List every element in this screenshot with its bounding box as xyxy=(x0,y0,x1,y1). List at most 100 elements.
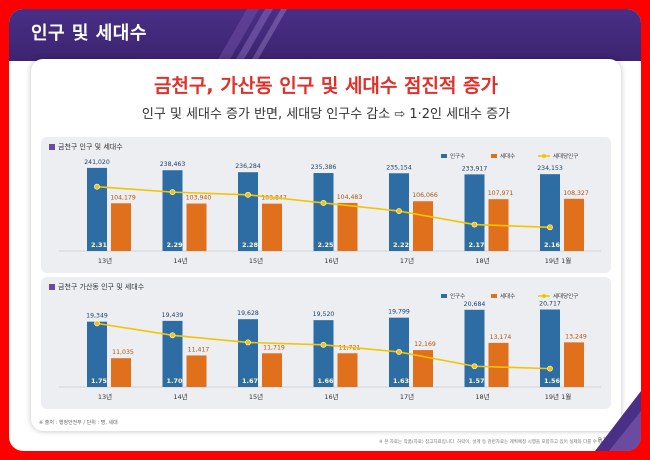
data-label-population: 19,520 xyxy=(313,311,335,318)
x-tick-label: 14년 xyxy=(173,392,187,401)
x-tick-label: 18년 xyxy=(475,392,489,401)
legend-label: 인구수 xyxy=(450,153,465,160)
legend-swatch-marker xyxy=(542,154,546,158)
data-label-population: 233,917 xyxy=(462,165,488,172)
legend-swatch-households xyxy=(491,294,497,298)
data-label-per-household: 2.17 xyxy=(468,241,484,249)
corner-decoration xyxy=(595,391,641,451)
data-label-per-household: 1.70 xyxy=(166,377,183,385)
bar-households xyxy=(186,355,207,387)
data-label-population: 235,154 xyxy=(386,164,412,171)
legend-swatch-population xyxy=(441,154,447,158)
chart-geumcheon: 인구수 세대수 세대당인구 241,020 104,179 13년 238,463 103,9… xyxy=(59,152,601,265)
bar-population xyxy=(162,320,183,387)
marker-per-household xyxy=(320,341,327,348)
data-label-population: 19,628 xyxy=(237,310,259,317)
data-label-households: 108,327 xyxy=(563,190,589,197)
x-tick-label: 14년 xyxy=(173,256,187,265)
bar-households xyxy=(111,203,131,251)
x-tick-label: 15년 xyxy=(249,392,263,401)
marker-per-household xyxy=(94,183,100,190)
data-label-households: 11,719 xyxy=(263,344,285,351)
bar-households xyxy=(413,201,433,251)
header-band: 인구 및 세대수 xyxy=(9,9,641,61)
data-label-population: 19,349 xyxy=(86,313,108,320)
bar-households xyxy=(337,353,358,387)
legend-label: 인구수 xyxy=(450,293,465,300)
data-label-households: 13,249 xyxy=(565,333,587,340)
bar-population xyxy=(540,174,560,251)
x-tick-label: 13년 xyxy=(98,256,112,265)
bar-population xyxy=(540,309,560,387)
bar-population xyxy=(162,170,183,251)
marker-per-household xyxy=(547,224,553,231)
bar-households xyxy=(262,203,282,251)
x-tick-label: 18년 xyxy=(475,256,489,265)
bar-households xyxy=(262,353,282,387)
data-label-population: 19,799 xyxy=(388,309,410,316)
data-label-households: 13,174 xyxy=(490,334,512,341)
marker-per-household xyxy=(320,200,327,206)
data-label-population: 20,684 xyxy=(464,301,486,308)
legend-label: 세대수 xyxy=(500,152,515,160)
data-label-per-household: 2.25 xyxy=(317,241,334,249)
bar-households xyxy=(488,342,509,387)
data-label-population: 234,153 xyxy=(537,165,563,172)
chart-title: 금천구 인구 및 세대수 xyxy=(58,143,123,151)
data-label-households: 104,483 xyxy=(337,194,363,201)
x-tick-label: 19년 1월 xyxy=(545,256,571,265)
data-label-households: 104,179 xyxy=(110,194,136,201)
data-label-households: 107,971 xyxy=(488,190,514,197)
legend-swatch-marker xyxy=(542,294,546,298)
headline: 금천구, 가산동 인구 및 세대수 점진적 증가 xyxy=(153,75,499,97)
data-label-households: 12,169 xyxy=(414,341,436,348)
marker-per-household xyxy=(396,208,402,214)
legend-swatch-population xyxy=(441,294,447,298)
data-label-population: 238,463 xyxy=(160,161,186,168)
title-marker-icon xyxy=(49,284,55,290)
bar-population xyxy=(313,173,334,251)
data-label-population: 235,386 xyxy=(311,164,337,171)
footer-note: ※ 본 자료는 작품(자료) 참고자료입니다. 하락이, 설계 등 관련자료는 … xyxy=(379,440,617,445)
data-label-per-household: 2.22 xyxy=(393,241,409,249)
bar-population xyxy=(464,174,485,251)
data-label-per-household: 2.28 xyxy=(242,241,259,249)
marker-per-household xyxy=(94,320,100,327)
subheadline: 인구 및 세대수 증가 반면, 세대당 인구수 감소 ⇨ 1·2인 세대수 증가 xyxy=(141,107,511,122)
bar-population xyxy=(87,321,107,387)
x-tick-label: 13년 xyxy=(98,392,112,401)
marker-per-household xyxy=(471,221,478,228)
header-stripe-decoration xyxy=(217,9,287,61)
data-label-households: 106,066 xyxy=(412,192,438,199)
x-tick-label: 17년 xyxy=(400,392,414,401)
x-tick-label: 15년 xyxy=(249,256,263,265)
data-label-population: 241,020 xyxy=(84,159,110,166)
bar-population xyxy=(238,172,258,251)
page-title: 인구 및 세대수 xyxy=(31,23,147,44)
legend-label: 세대당인구 xyxy=(553,292,578,300)
data-label-per-household: 1.75 xyxy=(91,377,108,385)
data-label-per-household: 1.67 xyxy=(242,377,258,385)
data-label-per-household: 1.56 xyxy=(544,377,561,385)
chart-panel-geumcheon: 금천구 인구 및 세대수 인구수 세대수 세대당인구 241,020 104,179 13… xyxy=(41,137,611,273)
data-label-per-household: 1.66 xyxy=(317,377,334,385)
bar-households xyxy=(413,350,433,387)
data-label-per-household: 2.29 xyxy=(166,241,183,249)
chart-panel-gasan: 금천구 가산동 인구 및 세대수 인구수 세대수 세대당인구 19,349 11,035… xyxy=(41,277,611,409)
marker-per-household xyxy=(245,191,251,198)
marker-per-household xyxy=(547,365,553,372)
bar-population xyxy=(87,167,107,251)
marker-per-household xyxy=(169,189,176,196)
data-label-per-household: 1.63 xyxy=(393,377,409,385)
bar-population xyxy=(238,319,258,387)
source-note: ※ 출처 : 행정안전부 / 단위 : 명, 세대 xyxy=(39,420,118,426)
bar-households xyxy=(186,203,207,251)
marker-per-household xyxy=(471,363,478,370)
content-card: 금천구, 가산동 인구 및 세대수 점진적 증가 인구 및 세대수 증가 반면,… xyxy=(31,59,621,431)
chart-title: 금천구 가산동 인구 및 세대수 xyxy=(58,283,145,291)
data-label-per-household: 2.16 xyxy=(544,241,561,249)
data-label-per-household: 2.31 xyxy=(91,241,108,249)
data-label-population: 19,439 xyxy=(162,312,184,319)
x-tick-label: 16년 xyxy=(324,392,338,401)
slide-frame: 인구 및 세대수 금천구, 가산동 인구 및 세대수 점진적 증가 인구 및 세… xyxy=(9,9,641,451)
